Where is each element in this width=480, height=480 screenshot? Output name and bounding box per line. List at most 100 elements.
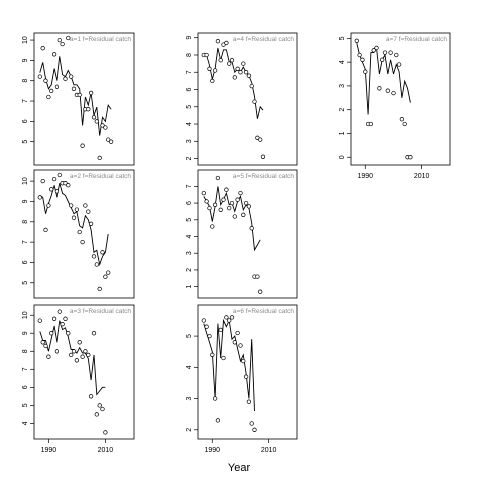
observed-point (399, 117, 405, 122)
panel-3: 4 5 6 7 8 9 10 1990 2010 a=3 f=Residual catch (22, 304, 135, 454)
observed-point (77, 229, 82, 235)
observed-point (71, 86, 77, 91)
observed-point (238, 70, 243, 75)
y-tick-label: 4 (22, 421, 29, 425)
observed-point (94, 262, 99, 267)
observed-point (57, 37, 62, 43)
y-tick-label: 6 (186, 201, 193, 205)
fitted-series-line (356, 42, 411, 115)
observed-point (246, 204, 252, 209)
y-tick-label: 5 (22, 403, 29, 407)
observed-point (69, 352, 74, 358)
observed-point (51, 52, 57, 57)
observed-point (224, 40, 229, 46)
observed-point (100, 123, 105, 128)
observed-point (83, 349, 88, 354)
fitted-series-line (203, 47, 264, 119)
observed-point (212, 396, 218, 401)
observed-point (212, 68, 218, 73)
observed-point (88, 90, 94, 96)
y-tick-label: 4 (186, 122, 193, 126)
observed-point (252, 99, 257, 104)
observed-point (201, 318, 206, 323)
y-tick-label: 8 (22, 79, 29, 83)
observed-point (88, 394, 94, 399)
y-tick-label: 1 (186, 285, 193, 289)
observed-point (249, 226, 254, 231)
observed-point (215, 39, 221, 44)
observed-point (221, 355, 226, 361)
observed-point (224, 187, 229, 192)
observed-point (201, 190, 206, 196)
observed-point (80, 239, 85, 245)
observed-point (40, 46, 45, 51)
panel-frame (197, 169, 298, 299)
observed-point (69, 74, 74, 79)
observed-point (66, 183, 71, 188)
y-tick-label: 8 (186, 53, 193, 57)
y-tick-label: 9 (22, 58, 29, 62)
x-tick-label: 1990 (204, 447, 220, 454)
observed-point (360, 57, 365, 62)
observed-point (229, 200, 235, 206)
observed-point (260, 154, 266, 159)
observed-point (60, 322, 65, 327)
panel-label: a=1 f=Residual catch (70, 36, 131, 43)
observed-point (46, 354, 51, 359)
panel-4: 2 3 4 5 6 7 8 9 a=4 f=Residual catch (186, 32, 298, 166)
observed-point (43, 78, 48, 83)
observed-point (255, 274, 260, 279)
observed-point (207, 333, 212, 339)
observed-point (74, 207, 80, 212)
observed-point (46, 94, 51, 100)
observed-point (91, 115, 97, 120)
observed-point (229, 58, 235, 63)
observed-point (77, 340, 82, 345)
y-tick-label: 7 (22, 99, 29, 103)
observed-point (97, 286, 102, 292)
y-tick-label: 2 (186, 268, 193, 272)
y-tick-label: 3 (186, 396, 193, 400)
y-tick-label: 8 (22, 220, 29, 224)
observed-point (66, 35, 71, 41)
observed-point (54, 349, 60, 354)
panel-frame (33, 32, 135, 166)
y-tick-label: 8 (22, 349, 29, 353)
y-tick-label: 4 (339, 60, 346, 64)
y-tick-label: 9 (22, 331, 29, 335)
fitted-series-line (203, 318, 255, 412)
observed-point (37, 195, 42, 200)
observed-point (221, 197, 226, 202)
observed-point (51, 176, 57, 182)
observed-point (54, 84, 60, 89)
observed-point (51, 316, 57, 321)
observed-point (86, 352, 91, 358)
observed-point (63, 181, 68, 186)
observed-point (204, 52, 209, 58)
observed-point (382, 50, 388, 55)
x-tick-label: 2010 (261, 447, 277, 454)
observed-point (63, 76, 68, 81)
observed-point (402, 121, 407, 127)
y-tick-label: 4 (186, 365, 193, 369)
observed-point (106, 270, 111, 275)
panel-2: 5 6 7 8 9 10 a=2 f=Residual catch (22, 169, 135, 299)
observed-point (97, 155, 102, 161)
y-tick-label: 4 (186, 234, 193, 238)
observed-point (49, 88, 54, 94)
observed-point (396, 62, 402, 67)
y-tick-label: 6 (22, 119, 29, 123)
observed-point (241, 212, 246, 217)
observed-point (57, 172, 62, 178)
observed-point (86, 107, 91, 112)
observed-point (71, 349, 77, 354)
observed-point (229, 315, 235, 320)
fitted-series-line (203, 186, 261, 252)
observed-point (408, 155, 413, 160)
observed-point (227, 318, 232, 323)
observed-point (77, 92, 82, 98)
panel-label: a=6 f=Residual catch (233, 308, 294, 315)
observed-point (103, 125, 108, 130)
observed-point (57, 309, 62, 314)
x-tick-label: 1990 (41, 447, 57, 454)
